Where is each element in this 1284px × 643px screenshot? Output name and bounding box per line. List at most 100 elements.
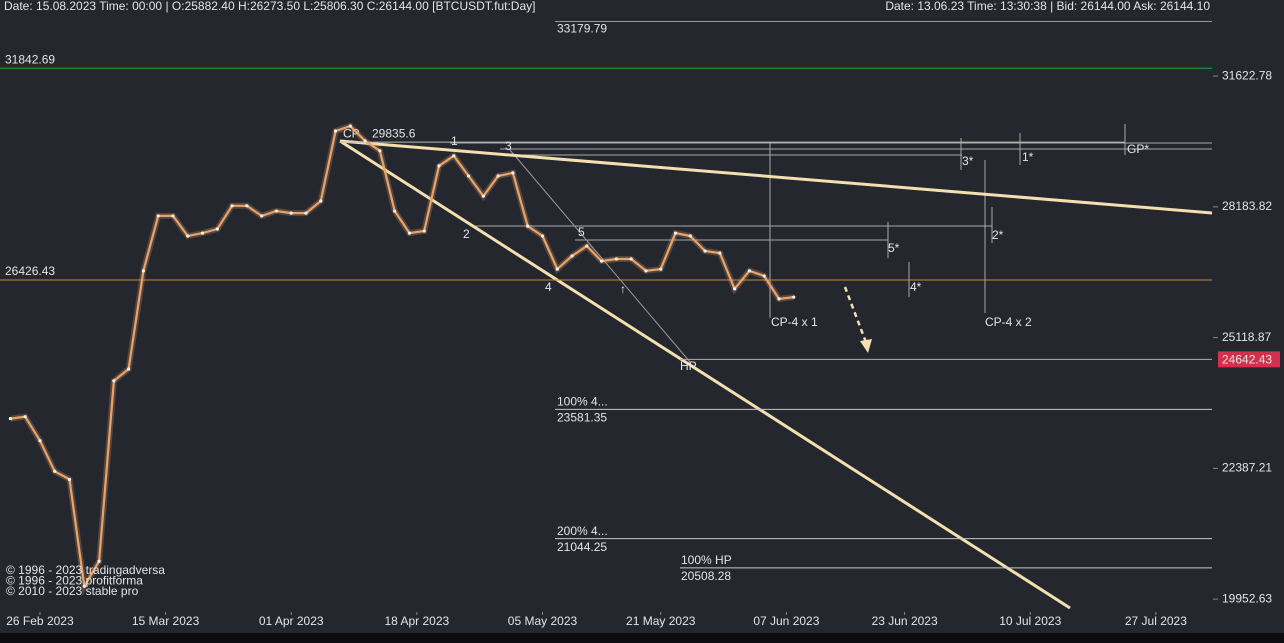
wave-label: 3* xyxy=(962,154,974,168)
thin-trend-line xyxy=(509,149,691,363)
price-point xyxy=(289,211,293,215)
price-point xyxy=(97,559,101,563)
x-tick-label: 07 Jun 2023 xyxy=(753,614,819,628)
price-point xyxy=(67,477,72,482)
x-tick-label: 27 Jul 2023 xyxy=(1125,614,1187,628)
price-point xyxy=(127,367,131,371)
price-point xyxy=(570,254,574,258)
wave-label: HP xyxy=(680,359,697,373)
price-point xyxy=(112,379,116,383)
wave-label: 2* xyxy=(992,228,1004,242)
price-point xyxy=(82,584,86,588)
price-point xyxy=(304,211,308,215)
level-label: 33179.79 xyxy=(557,22,607,36)
x-tick-label: 15 Mar 2023 xyxy=(132,614,200,628)
price-point xyxy=(659,267,663,271)
header-right: Date: 13.06.23 Time: 13:30:38 | Bid: 261… xyxy=(885,0,1210,13)
price-point xyxy=(673,231,678,235)
price-point xyxy=(747,269,752,273)
wave-label: 4 xyxy=(545,280,552,294)
x-tick-label: 01 Apr 2023 xyxy=(259,614,324,628)
price-point xyxy=(348,124,352,128)
price-point xyxy=(53,469,57,473)
level-label: 23581.35 xyxy=(557,411,607,425)
price-point xyxy=(8,417,12,421)
x-tick-label: 26 Feb 2023 xyxy=(6,614,74,628)
price-point xyxy=(23,415,27,419)
price-point xyxy=(319,199,323,203)
price-point xyxy=(511,171,515,175)
price-point xyxy=(215,227,219,231)
price-point xyxy=(407,231,412,235)
price-point xyxy=(38,439,42,443)
header-left: Date: 15.08.2023 Time: 00:00 | O:25882.4… xyxy=(4,0,535,13)
price-point xyxy=(452,154,456,158)
price-line xyxy=(10,125,794,588)
watermark: © 1996 - 2023 profitforma xyxy=(6,574,143,588)
price-point xyxy=(688,234,692,238)
price-point xyxy=(466,174,471,178)
price-point xyxy=(496,174,500,178)
price-point xyxy=(718,251,722,255)
x-tick-label: 18 Apr 2023 xyxy=(384,614,449,628)
upper-trend-line xyxy=(339,139,1213,215)
price-point xyxy=(792,295,796,299)
price-point xyxy=(555,267,559,271)
price-point xyxy=(156,214,160,218)
price-point xyxy=(333,129,338,133)
level-label: 20508.28 xyxy=(681,569,731,583)
price-point xyxy=(481,194,485,198)
price-point xyxy=(777,297,781,301)
price-point xyxy=(230,204,234,208)
price-point xyxy=(422,229,426,233)
price-point xyxy=(260,214,264,218)
y-tick-label: 22387.21 xyxy=(1222,461,1272,475)
price-point xyxy=(644,269,648,273)
price-point xyxy=(200,231,205,235)
price-point xyxy=(585,244,589,248)
wave-label: ↑ xyxy=(620,282,626,296)
y-tick-label: 31622.78 xyxy=(1222,68,1272,82)
y-tick-label: 19952.63 xyxy=(1222,591,1272,605)
y-tick-label: 25118.87 xyxy=(1222,330,1271,344)
price-point xyxy=(171,214,175,218)
price-point xyxy=(393,209,397,213)
wave-label: GP* xyxy=(1127,142,1149,156)
level-label: 21044.25 xyxy=(557,540,607,554)
price-point xyxy=(762,274,766,278)
price-point xyxy=(141,269,146,273)
x-tick-label: 21 May 2023 xyxy=(626,614,696,628)
level-note: 100% 4... xyxy=(557,395,608,409)
level-label: 31842.69 xyxy=(5,52,55,66)
wave-label: 2 xyxy=(463,227,470,241)
level-label: 26426.43 xyxy=(5,264,55,278)
level-label: 29835.6 xyxy=(372,126,416,140)
forecast-arrow xyxy=(843,286,869,346)
price-point xyxy=(703,249,707,253)
x-tick-label: 05 May 2023 xyxy=(508,614,578,628)
price-point xyxy=(526,224,530,228)
wave-label: 1* xyxy=(1022,150,1034,164)
watermark: © 1996 - 2023 tradingadversa xyxy=(6,563,165,577)
price-point xyxy=(614,257,618,261)
wave-label: 1 xyxy=(451,134,458,148)
level-note: 100% HP xyxy=(681,553,732,567)
price-point xyxy=(733,287,737,291)
wave-label: 5* xyxy=(888,241,900,255)
wave-label: CP-4 x 2 xyxy=(985,315,1032,329)
price-point xyxy=(600,259,604,263)
wave-label: 4* xyxy=(910,280,922,294)
wave-label: 5 xyxy=(578,225,585,239)
price-point xyxy=(363,139,367,143)
x-tick-label: 10 Jul 2023 xyxy=(999,614,1061,628)
price-point xyxy=(245,204,249,208)
price-point xyxy=(629,257,633,261)
x-tick-label: 23 Jun 2023 xyxy=(872,614,938,628)
price-badge xyxy=(1218,351,1280,368)
price-point xyxy=(274,209,279,213)
level-note: 200% 4... xyxy=(557,524,608,538)
price-point xyxy=(186,234,190,238)
